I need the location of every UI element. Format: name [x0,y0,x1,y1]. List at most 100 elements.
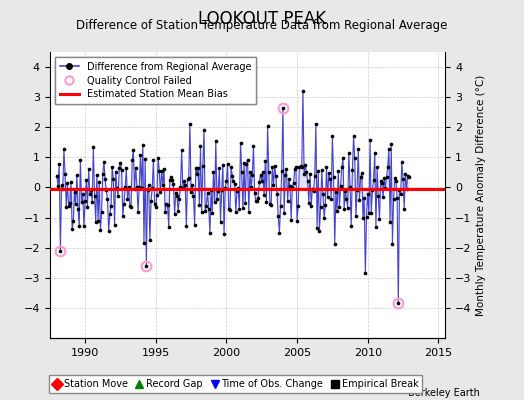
Point [170,210,179,217]
Point [200,127,208,134]
Point [67,178,75,185]
Point [234,185,243,192]
Point [299,88,307,94]
Point [355,197,364,203]
Point [266,200,274,207]
Point [221,184,230,191]
Point [274,212,282,219]
Point [241,200,249,206]
Point [144,187,152,193]
Point [321,202,330,208]
Point [308,186,316,192]
Point [233,188,241,194]
Point [134,209,143,215]
Point [56,248,64,254]
Point [250,190,259,196]
Point [342,196,351,202]
Point [147,197,155,204]
Point [400,206,408,212]
Point [239,205,247,212]
Point [196,143,205,149]
Point [343,204,352,211]
Point [122,165,130,172]
Point [356,174,365,180]
Point [78,199,86,205]
Point [156,189,165,196]
Point [306,170,314,177]
Point [112,169,120,175]
Point [312,121,320,127]
Point [383,174,391,180]
Point [198,209,206,216]
Point [242,161,250,167]
Point [328,133,336,139]
Point [253,198,261,204]
Point [162,201,170,208]
Point [322,163,331,170]
Point [120,201,128,207]
Point [89,144,97,150]
Point [123,196,132,202]
Point [141,156,149,162]
Point [405,174,413,180]
Point [165,224,173,230]
Point [217,187,226,193]
Point [66,200,74,206]
Point [337,164,346,171]
Point [214,188,222,194]
Point [201,208,210,214]
Point [240,160,248,166]
Point [333,208,341,214]
Point [318,167,326,174]
Point [95,179,103,186]
Point [220,231,228,237]
Point [60,146,68,153]
Point [79,190,87,197]
Point [94,218,102,224]
Point [340,205,348,212]
Point [309,188,318,194]
Point [254,195,263,201]
Point [232,208,240,215]
Point [126,203,134,210]
Point [288,184,297,190]
Point [187,189,195,195]
Point [59,185,67,192]
Point [55,161,63,167]
Point [228,173,236,179]
Point [265,169,273,176]
Point [148,185,156,191]
Point [207,187,215,194]
Point [128,157,136,163]
Point [93,172,101,179]
Point [235,206,244,212]
Point [203,190,212,196]
Point [163,202,172,208]
Point [174,208,182,214]
Point [330,174,338,180]
Point [378,180,386,186]
Point [76,157,84,163]
Point [199,162,207,169]
Point [237,168,246,175]
Point [225,206,233,213]
Point [261,158,269,165]
Point [259,169,267,175]
Point [104,228,113,234]
Point [298,164,306,170]
Point [99,170,107,177]
Point [195,202,203,208]
Point [350,133,358,140]
Point [90,192,99,199]
Point [69,218,78,224]
Point [286,183,294,189]
Point [376,178,385,184]
Point [192,164,200,171]
Point [62,204,70,210]
Point [137,185,146,192]
Point [315,228,324,234]
Point [168,176,177,183]
Point [236,139,245,146]
Point [373,164,381,170]
Point [283,198,292,204]
